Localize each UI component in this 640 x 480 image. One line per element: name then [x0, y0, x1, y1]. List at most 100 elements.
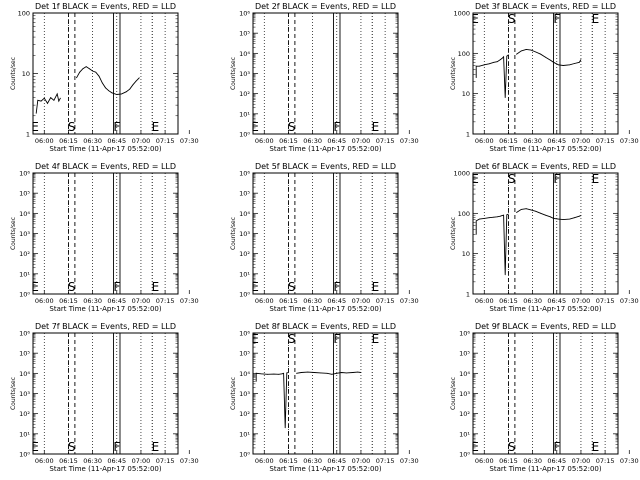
- data-point: [360, 372, 362, 373]
- data-point: [135, 80, 137, 82]
- chart-title: Det 5f BLACK = Events, RED = LLD: [255, 162, 396, 171]
- x-axis-label: Start Time (11-Apr-17 05:52:00): [269, 145, 381, 153]
- data-point: [501, 215, 503, 217]
- data-point: [108, 90, 110, 92]
- x-axis-label: Start Time (11-Apr-17 05:52:00): [49, 465, 161, 473]
- data-point: [281, 373, 283, 375]
- chart-title: Det 8f BLACK = Events, RED = LLD: [255, 322, 396, 331]
- x-tick-label: 06:45: [327, 297, 346, 305]
- y-tick-label: 10⁵: [19, 350, 30, 358]
- data-point: [475, 65, 477, 67]
- y-tick-label: 10³: [239, 390, 250, 398]
- x-tick-label: 06:15: [499, 457, 518, 465]
- x-tick-label: 06:30: [303, 297, 322, 305]
- data-point: [493, 216, 495, 218]
- x-tick-label: 07:00: [572, 137, 591, 145]
- y-tick-label: 10: [462, 250, 470, 258]
- data-point: [255, 372, 257, 374]
- series-line: [255, 372, 289, 428]
- marker-label-e: E: [31, 280, 39, 294]
- x-tick-label: 07:15: [376, 457, 395, 465]
- x-tick-label: 06:00: [35, 457, 54, 465]
- data-point: [504, 97, 506, 98]
- plot-frame: [32, 12, 179, 135]
- x-tick-label: 06:00: [475, 137, 494, 145]
- y-tick-label: 10²: [19, 410, 30, 418]
- chart-panel-8: Det 8f BLACK = Events, RED = LLD Counts/s…: [230, 322, 419, 473]
- data-point: [540, 212, 542, 214]
- x-tick-label: 06:30: [523, 137, 542, 145]
- data-point: [255, 381, 257, 382]
- data-point: [35, 112, 37, 114]
- marker-label-f: F: [113, 280, 120, 294]
- data-point: [37, 99, 39, 101]
- x-axis-label: Start Time (11-Apr-17 05:52:00): [489, 465, 601, 473]
- x-tick-label: 07:15: [596, 457, 615, 465]
- y-tick-label: 100: [458, 50, 470, 58]
- data-point: [535, 51, 537, 53]
- y-axis-label: Counts/sec: [230, 377, 237, 410]
- x-tick-label: 07:00: [132, 137, 151, 145]
- x-tick-label: 07:30: [180, 297, 199, 305]
- data-point: [500, 59, 501, 60]
- data-point: [138, 77, 140, 79]
- y-axis-label: Counts/sec: [450, 217, 457, 250]
- x-axis-label: Start Time (11-Apr-17 05:52:00): [269, 465, 381, 473]
- y-axis-label: Counts/sec: [230, 217, 237, 250]
- y-tick-label: 10¹: [239, 270, 250, 278]
- data-point: [569, 218, 571, 220]
- y-tick-label: 10³: [239, 230, 250, 238]
- y-tick-label: 10³: [239, 70, 250, 78]
- y-tick-label: 10⁰: [19, 291, 30, 299]
- y-tick-label: 10⁰: [19, 451, 30, 459]
- plot-frame: [252, 332, 399, 455]
- x-tick-label: 07:15: [376, 297, 395, 305]
- x-tick-label: 07:15: [596, 137, 615, 145]
- series-line: [296, 371, 361, 375]
- data-point: [508, 213, 509, 215]
- x-tick-label: 07:15: [596, 297, 615, 305]
- marker-label-f: F: [333, 120, 340, 134]
- y-tick-label: 10⁶: [239, 10, 250, 18]
- data-point: [95, 71, 97, 73]
- data-point: [85, 66, 87, 67]
- y-tick-label: 10⁶: [239, 170, 250, 178]
- x-tick-label: 06:15: [499, 297, 518, 305]
- marker-label-e: E: [251, 332, 259, 346]
- y-tick-label: 1: [26, 131, 30, 139]
- data-point: [500, 215, 501, 217]
- marker-label-s: S: [508, 172, 516, 186]
- data-point: [111, 92, 113, 94]
- y-tick-label: 10⁶: [459, 330, 470, 338]
- x-tick-label: 06:15: [59, 137, 78, 145]
- x-tick-label: 06:15: [499, 137, 518, 145]
- data-point: [352, 372, 354, 373]
- x-tick-label: 07:30: [620, 297, 639, 305]
- data-point: [92, 70, 93, 72]
- marker-label-f: F: [553, 172, 560, 186]
- data-point: [496, 216, 498, 218]
- y-tick-label: 100: [18, 10, 30, 18]
- chart-title: Det 9f BLACK = Events, RED = LLD: [475, 322, 616, 331]
- plot-frame: [252, 172, 399, 295]
- data-point: [520, 50, 522, 52]
- data-point: [578, 61, 580, 63]
- x-tick-label: 06:00: [255, 457, 274, 465]
- data-point: [525, 208, 527, 210]
- x-tick-label: 07:30: [400, 297, 419, 305]
- chart-panel-2: Det 2f BLACK = Events, RED = LLD Counts/s…: [230, 2, 419, 153]
- data-point: [475, 220, 477, 222]
- x-tick-label: 06:15: [59, 297, 78, 305]
- data-point: [530, 49, 532, 51]
- y-tick-label: 10¹: [459, 430, 470, 438]
- data-point: [326, 372, 328, 374]
- data-point: [535, 210, 537, 212]
- x-tick-label: 07:15: [156, 137, 175, 145]
- y-tick-label: 10⁵: [19, 190, 30, 198]
- data-point: [273, 373, 275, 375]
- marker-label-s: S: [288, 280, 296, 294]
- data-point: [520, 209, 522, 210]
- marker-label-f: F: [333, 332, 340, 346]
- y-tick-label: 10⁰: [459, 451, 470, 459]
- y-tick-label: 10⁵: [239, 350, 250, 358]
